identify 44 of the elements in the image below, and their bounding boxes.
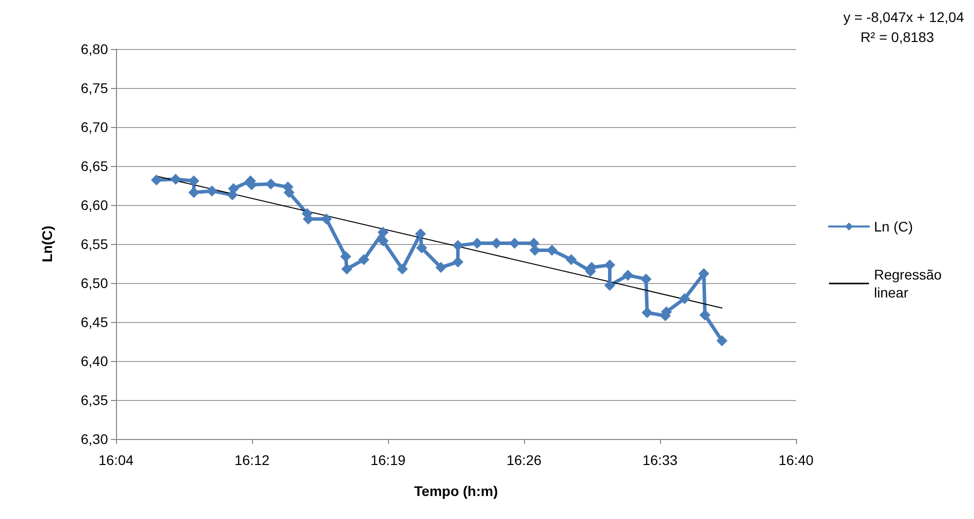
point [414,228,426,240]
y-tick-label: 6,80 [80,41,108,57]
point [341,263,352,274]
y-tick-label: 6,60 [80,197,108,213]
y-tick-label: 6,40 [80,353,108,369]
point [642,307,653,318]
point [378,235,389,246]
x-tick-label: 16:26 [506,452,542,468]
y-tick-label: 6,70 [80,119,108,135]
point [679,293,690,304]
y-tick-label: 6,55 [80,236,108,252]
y-tick-label: 6,50 [80,275,108,291]
legend-label: Regressão linear [874,266,946,300]
y-axis-title: Ln(C) [39,226,55,262]
y-tick-label: 6,75 [80,80,108,96]
point [566,254,577,266]
point [396,263,408,274]
x-tick-label: 16:40 [778,452,814,468]
x-tick-label: 16:33 [642,452,678,468]
x-axis-title: Tempo (h:m) [414,483,498,499]
point [358,254,370,266]
y-tick-label: 6,45 [80,314,108,330]
legend-label: Ln (C) [874,218,913,234]
y-tick-label: 6,35 [80,392,108,408]
point [170,174,182,185]
x-tick-label: 16:19 [370,452,406,468]
point [188,175,200,186]
text: y = -8,047x + 12,04 [843,9,964,25]
y-tick-label: 6,65 [80,158,108,174]
point [416,242,428,254]
x-tick-label: 16:04 [98,452,134,468]
point [378,226,389,238]
point [716,335,728,346]
point [150,174,162,186]
point [188,187,200,198]
point [340,250,352,262]
x-tick-label: 16:12 [234,452,270,468]
y-tick-label: 6,30 [80,431,108,447]
point [604,280,616,291]
point [622,270,634,281]
point [435,262,446,273]
point [206,185,218,196]
point [529,244,540,256]
text: R² = 0,8183 [860,29,934,45]
